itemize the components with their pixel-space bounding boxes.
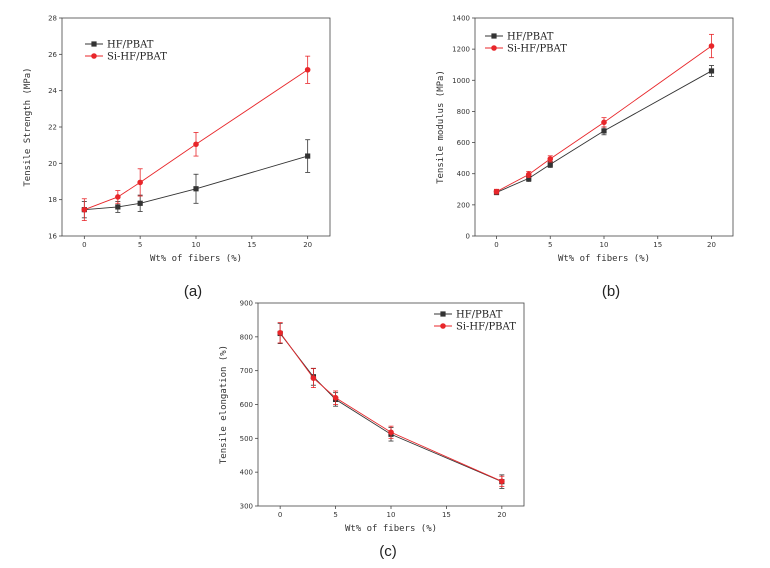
legend-entry: HF/PBAT bbox=[456, 310, 503, 321]
series-si-hf-pbat bbox=[493, 33, 715, 195]
data-point bbox=[137, 179, 143, 186]
x-tick-label: 10 bbox=[192, 241, 201, 249]
y-tick-label: 26 bbox=[48, 51, 57, 59]
plot-frame bbox=[257, 302, 525, 507]
legend-marker bbox=[91, 41, 97, 47]
y-tick-label: 16 bbox=[48, 233, 57, 241]
y-tick-label: 28 bbox=[48, 15, 57, 23]
legend-marker bbox=[491, 45, 497, 51]
x-tick-label: 20 bbox=[497, 511, 506, 519]
data-point bbox=[81, 206, 88, 213]
x-tick-label: 15 bbox=[247, 241, 256, 249]
data-point bbox=[601, 128, 607, 134]
chart-3: 0 5 10 15 20 300 400 500 600 700 800 900 Wt% of fibe… bbox=[219, 300, 525, 560]
y-tick-label: 300 bbox=[240, 503, 253, 511]
legend-entry: HF/PBAT bbox=[107, 40, 154, 51]
y-tick-label: 20 bbox=[48, 160, 57, 168]
y-tick-label: 900 bbox=[240, 300, 253, 308]
series-si-hf-pbat bbox=[81, 55, 311, 221]
legend-entry: HF/PBAT bbox=[507, 32, 554, 43]
y-axis-label: Tensile elongation (%) bbox=[219, 345, 229, 464]
y-tick-label: 400 bbox=[457, 170, 470, 178]
series-line bbox=[279, 332, 503, 482]
y-tick-label: 1000 bbox=[452, 77, 470, 85]
data-point bbox=[193, 141, 199, 148]
y-tick-label: 700 bbox=[240, 367, 253, 375]
data-point bbox=[115, 204, 121, 210]
x-tick-label: 10 bbox=[387, 511, 396, 519]
data-point bbox=[332, 394, 339, 401]
x-tick-label: 5 bbox=[333, 511, 337, 519]
x-tick-label: 5 bbox=[138, 241, 142, 249]
legend-marker bbox=[491, 33, 497, 39]
y-tick-label: 24 bbox=[48, 87, 57, 95]
y-axis-label: Tensile Strength (MPa) bbox=[23, 67, 33, 186]
y-tick-label: 22 bbox=[48, 124, 57, 132]
legend-entry: Si-HF/PBAT bbox=[507, 44, 567, 55]
data-point bbox=[193, 186, 199, 192]
data-point bbox=[708, 68, 715, 74]
data-point bbox=[601, 119, 607, 126]
data-point bbox=[499, 478, 505, 485]
legend-entry: Si-HF/PBAT bbox=[456, 322, 516, 333]
data-point bbox=[526, 175, 532, 181]
y-tick-label: 600 bbox=[457, 139, 470, 147]
data-point bbox=[304, 66, 311, 73]
chart-1: 0 5 10 15 20 16 18 20 22 24 26 28 Wt% of fibers (%) T… bbox=[23, 15, 331, 300]
y-tick-label: 500 bbox=[240, 435, 253, 443]
legend-marker bbox=[440, 323, 446, 329]
legend-entry: Si-HF/PBAT bbox=[107, 52, 167, 63]
x-tick-label: 10 bbox=[600, 241, 609, 249]
y-tick-label: 1400 bbox=[452, 15, 470, 23]
x-tick-label: 0 bbox=[82, 241, 86, 249]
data-point bbox=[137, 200, 143, 206]
y-axis-label: Tensile modulus (MPa) bbox=[436, 70, 446, 184]
x-tick-label: 0 bbox=[278, 511, 282, 519]
data-point bbox=[310, 375, 317, 381]
panel-label: (a) bbox=[184, 283, 202, 300]
data-point bbox=[547, 156, 554, 162]
data-point bbox=[277, 329, 283, 336]
data-point bbox=[388, 429, 394, 436]
x-tick-label: 0 bbox=[494, 241, 498, 249]
panel-label: (b) bbox=[602, 283, 620, 300]
y-tick-label: 800 bbox=[240, 333, 253, 341]
data-point bbox=[525, 171, 532, 178]
legend-marker bbox=[91, 53, 97, 59]
panel-label: (c) bbox=[379, 543, 397, 560]
series-line bbox=[279, 333, 503, 483]
data-point bbox=[547, 161, 553, 167]
y-tick-label: 200 bbox=[457, 201, 470, 209]
y-tick-label: 0 bbox=[466, 233, 470, 241]
x-tick-label: 20 bbox=[707, 241, 716, 249]
x-tick-label: 20 bbox=[303, 241, 312, 249]
data-point bbox=[493, 188, 500, 195]
x-axis-label: Wt% of fibers (%) bbox=[150, 254, 242, 264]
data-point bbox=[708, 43, 715, 49]
x-tick-label: 15 bbox=[653, 241, 662, 249]
x-tick-label: 15 bbox=[442, 511, 451, 519]
x-axis-label: Wt% of fibers (%) bbox=[558, 254, 650, 264]
y-tick-label: 800 bbox=[457, 108, 470, 116]
x-axis-label: Wt% of fibers (%) bbox=[345, 524, 437, 534]
data-point bbox=[115, 194, 121, 200]
series-si-hf-pbat bbox=[277, 322, 505, 487]
y-tick-label: 18 bbox=[48, 196, 57, 204]
y-tick-label: 1200 bbox=[452, 46, 470, 54]
y-tick-label: 600 bbox=[240, 401, 253, 409]
x-tick-label: 5 bbox=[548, 241, 552, 249]
series-hf-pbat bbox=[277, 322, 505, 489]
y-tick-label: 400 bbox=[240, 469, 253, 477]
legend-marker bbox=[440, 311, 446, 317]
data-point bbox=[305, 153, 311, 159]
